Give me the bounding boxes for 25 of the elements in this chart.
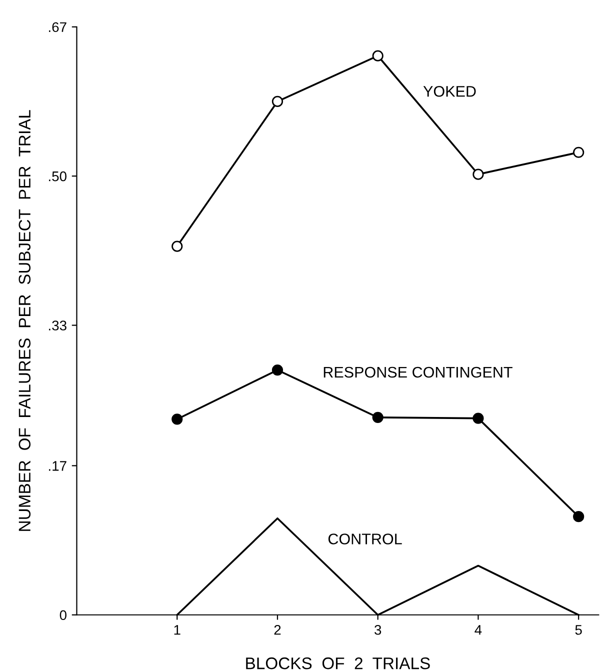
x-tick-label: 1	[174, 625, 180, 635]
point	[172, 240, 183, 252]
point	[472, 412, 484, 424]
x-tick-label: 5	[575, 625, 582, 635]
point	[272, 364, 284, 376]
series-label: CONTROL	[328, 534, 402, 544]
point	[272, 96, 284, 108]
x-tick-label: 4	[474, 625, 482, 635]
series-label: YOKED	[423, 86, 476, 97]
x-tick-label: 2	[274, 624, 281, 635]
x-axis-title: BLOCKS OF 2 TRIALS	[246, 657, 430, 670]
y-tick-label: .17	[48, 461, 66, 471]
point	[472, 168, 484, 180]
point	[573, 146, 584, 158]
point	[172, 414, 183, 425]
y-tick-label: 0	[60, 610, 66, 620]
y-tick-label: .67	[48, 22, 66, 32]
y-tick-label: .50	[48, 171, 66, 182]
point	[573, 511, 584, 522]
series-label: RESPONSE CONTINGENT	[324, 366, 512, 378]
point	[372, 50, 384, 62]
y-axis-title: NUMBER OF FAILURES PER SUBJECT PER TRIAL	[18, 110, 31, 531]
x-tick-label: 3	[374, 624, 382, 635]
point	[372, 412, 384, 423]
y-tick-label: .33	[48, 320, 66, 330]
